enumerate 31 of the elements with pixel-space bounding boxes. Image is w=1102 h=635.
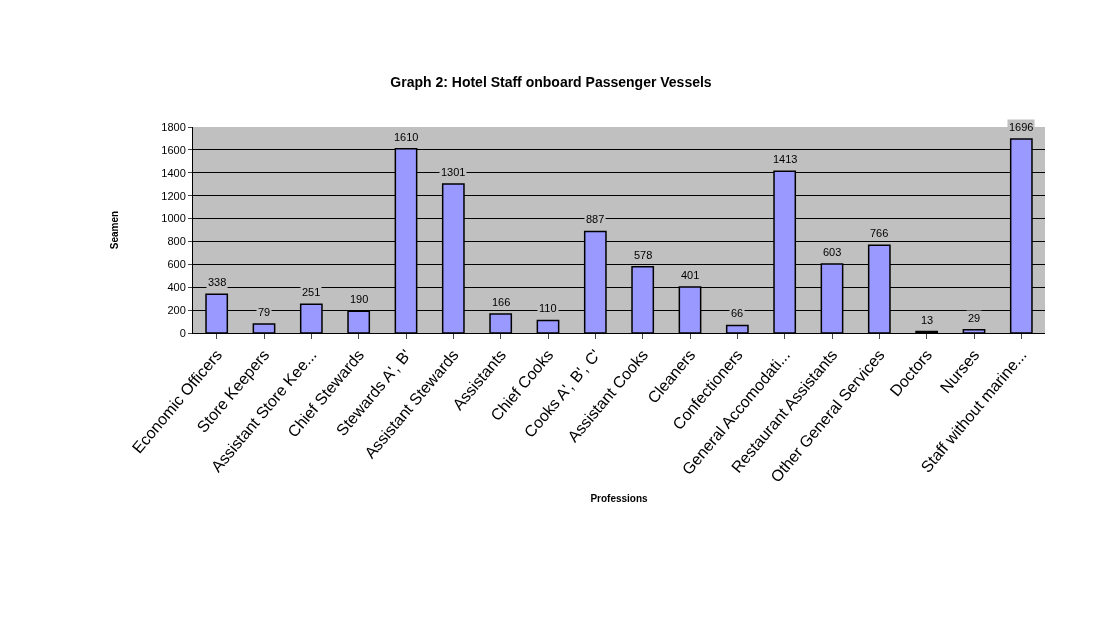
data-label: 13 xyxy=(921,314,934,326)
data-label: 401 xyxy=(681,269,700,281)
data-label: 251 xyxy=(302,286,321,298)
data-label: 66 xyxy=(731,307,744,319)
data-label: 79 xyxy=(258,306,271,318)
y-tick-label: 200 xyxy=(167,303,186,316)
y-tick-label: 400 xyxy=(167,281,186,294)
data-label: 166 xyxy=(492,296,511,308)
data-label: 29 xyxy=(968,312,981,324)
data-label: 1413 xyxy=(773,153,798,165)
y-tick-label: 1800 xyxy=(161,120,186,133)
y-tick-label: 0 xyxy=(179,326,186,339)
y-tick-label: 800 xyxy=(167,235,186,248)
y-tick-label: 1600 xyxy=(161,143,186,156)
y-tick-label: 1000 xyxy=(161,212,186,225)
data-label: 338 xyxy=(208,276,227,288)
data-label: 578 xyxy=(634,249,653,261)
y-tick-label: 1200 xyxy=(161,189,186,202)
data-label: 1301 xyxy=(441,166,466,178)
y-axis-title: Seamen xyxy=(109,210,121,250)
data-label: 766 xyxy=(870,227,889,239)
data-label: 603 xyxy=(823,246,842,258)
x-axis-title: Professions xyxy=(590,492,649,504)
data-label: 887 xyxy=(586,213,605,225)
data-label: 1696 xyxy=(1009,121,1034,133)
y-tick-label: 1400 xyxy=(161,166,186,179)
data-label: 110 xyxy=(539,302,557,314)
chart-title: Graph 2: Hotel Staff onboard Passenger Vessels xyxy=(390,74,712,91)
data-label: 190 xyxy=(350,293,369,305)
y-tick-label: 600 xyxy=(167,258,186,271)
data-label: 1610 xyxy=(394,131,419,143)
